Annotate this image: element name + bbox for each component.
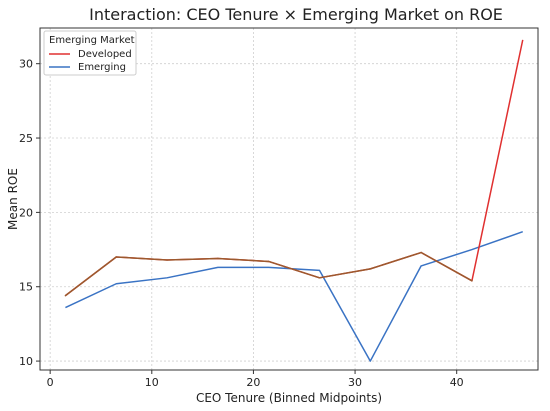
- legend-label-developed: Developed: [78, 49, 132, 60]
- x-axis-label: CEO Tenure (Binned Midpoints): [196, 391, 382, 405]
- series-segment-developed: [217, 257, 270, 263]
- legend-label-emerging: Emerging: [78, 62, 126, 73]
- series-segment-developed: [64, 256, 117, 297]
- x-tick-label: 40: [450, 376, 464, 389]
- chart-title: Interaction: CEO Tenure × Emerging Marke…: [89, 5, 503, 24]
- x-tick-label: 10: [145, 376, 159, 389]
- legend: Emerging Market Developed Emerging: [43, 30, 137, 76]
- series-line-emerging: [65, 231, 524, 362]
- x-tick-label: 0: [47, 376, 54, 389]
- y-tick-label: 15: [19, 281, 33, 294]
- y-tick-label: 30: [19, 58, 33, 71]
- series-segment-developed: [115, 256, 168, 261]
- series-lines: [64, 39, 524, 362]
- y-tick-label: 20: [19, 206, 33, 219]
- legend-box: [43, 30, 137, 76]
- series-segment-developed: [166, 257, 219, 261]
- series-segment-developed: [420, 251, 473, 282]
- x-axis: 0 10 20 30 40: [47, 370, 464, 389]
- y-axis-label: Mean ROE: [6, 168, 20, 230]
- series-segment-developed: [318, 268, 372, 279]
- y-tick-label: 25: [19, 132, 33, 145]
- series-segment-developed: [369, 251, 422, 270]
- y-tick-label: 10: [19, 355, 33, 368]
- y-axis: 10 15 20 25 30: [19, 58, 40, 368]
- x-tick-label: 30: [348, 376, 362, 389]
- legend-title: Emerging Market: [49, 35, 135, 46]
- grid: [40, 28, 538, 370]
- x-tick-label: 20: [246, 376, 260, 389]
- series-segment-developed: [267, 260, 321, 279]
- plot-frame: [39, 27, 539, 371]
